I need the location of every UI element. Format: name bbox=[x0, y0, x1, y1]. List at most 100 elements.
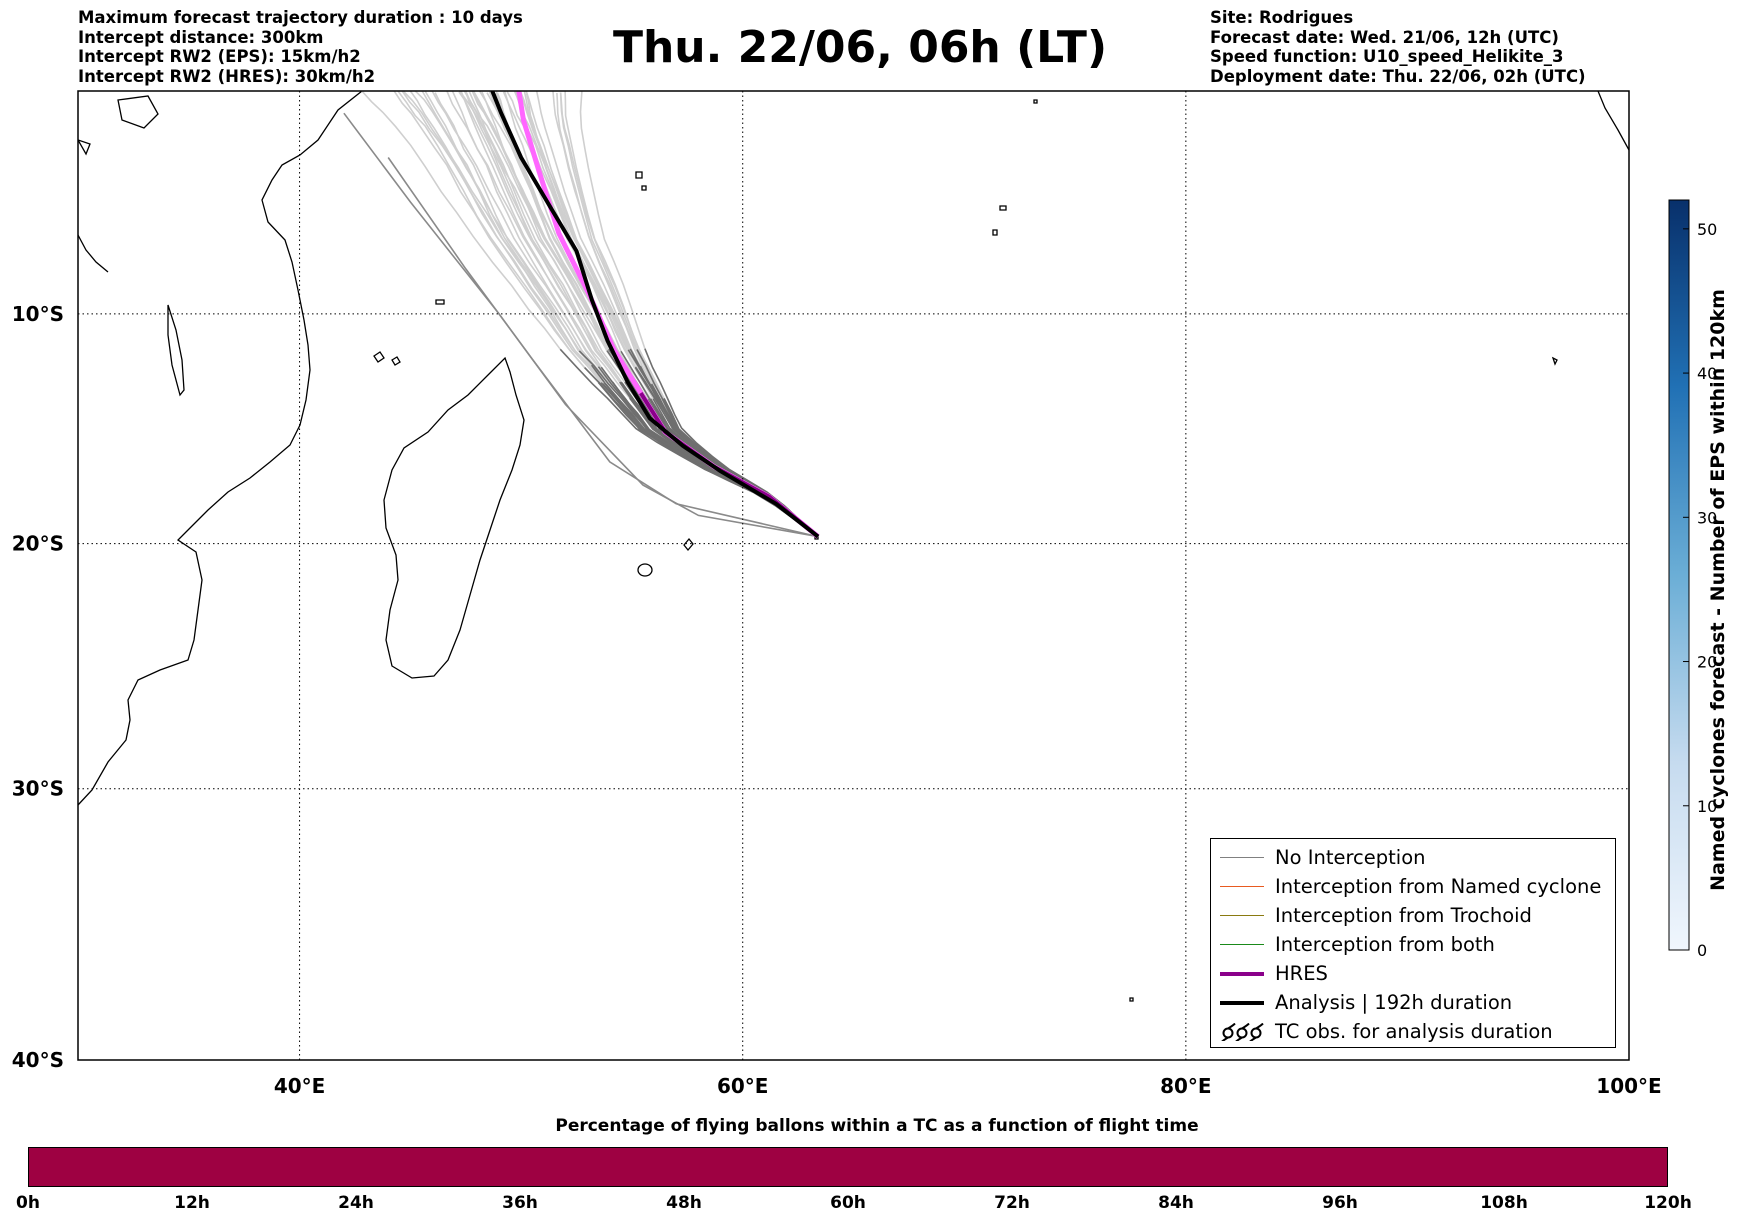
legend-swatch-no-interception bbox=[1220, 857, 1264, 858]
reunion-island bbox=[637, 563, 653, 577]
deployment-date-line: Deployment date: Thu. 22/06, 02h (UTC) bbox=[1210, 66, 1586, 86]
colorbar-tick-label: 10 bbox=[1697, 797, 1717, 816]
colorbar-title: Named cyclones forecast - Number of EPS … bbox=[1707, 289, 1729, 891]
colorbar-tick-label: 0 bbox=[1697, 941, 1707, 960]
percentage-bar-title: Percentage of flying ballons within a TC… bbox=[555, 1116, 1199, 1136]
horn-coastline bbox=[78, 234, 109, 273]
lake-malawi bbox=[167, 304, 185, 397]
colorbar-gradient bbox=[1668, 199, 1690, 951]
percentage-tick-label: 120h bbox=[1644, 1193, 1692, 1213]
comoros-island-1 bbox=[373, 351, 385, 363]
eps-trajectory bbox=[564, 91, 665, 400]
mauritius-island bbox=[683, 537, 694, 552]
x-tick-label: 60°E bbox=[717, 1074, 769, 1098]
eps-trajectory bbox=[525, 91, 640, 369]
legend-item-hres: HRES bbox=[1211, 959, 1615, 988]
speed-function-line: Speed function: U10_speed_Helikite_3 bbox=[1210, 47, 1564, 66]
lake-victoria bbox=[117, 95, 159, 129]
eps-trajectory bbox=[360, 91, 561, 350]
x-tick-label: 100°E bbox=[1596, 1074, 1661, 1098]
eps-trajectory bbox=[458, 91, 621, 383]
map-frame bbox=[77, 90, 1630, 1061]
madagascar-coastline bbox=[383, 356, 525, 679]
eps-trajectory bbox=[421, 91, 607, 385]
colorbar-tick-label: 20 bbox=[1697, 653, 1717, 672]
amsterdam-island bbox=[1129, 997, 1134, 1002]
africa-coastline bbox=[78, 91, 363, 806]
maldives-island bbox=[1033, 99, 1038, 104]
seychelles-island-3 bbox=[999, 205, 1007, 211]
eps-trajectory bbox=[465, 91, 622, 383]
legend-item-both: Interception from both bbox=[1211, 930, 1615, 959]
legend-swatch-trochoid bbox=[1220, 915, 1264, 916]
settings-line-rw2-eps: Intercept RW2 (EPS): 15km/h2 bbox=[78, 47, 361, 66]
colorbar-tick-label: 40 bbox=[1697, 364, 1717, 383]
eps-trajectories-late bbox=[360, 91, 665, 400]
legend-label: TC obs. for analysis duration bbox=[1275, 1020, 1553, 1043]
percentage-tick-label: 72h bbox=[994, 1193, 1030, 1213]
percentage-tick-label: 96h bbox=[1322, 1193, 1358, 1213]
percentage-tick-label: 24h bbox=[338, 1193, 374, 1213]
legend-swatch-named-cyclone bbox=[1220, 886, 1264, 887]
eps-trajectory bbox=[401, 91, 605, 384]
legend-label: Interception from Trochoid bbox=[1275, 904, 1532, 927]
legend-item-tc-obs: TC obs. for analysis duration bbox=[1211, 1017, 1615, 1046]
comoros-island-2 bbox=[391, 356, 401, 366]
y-tick-label: 20°S bbox=[12, 532, 64, 556]
eps-trajectory bbox=[579, 91, 646, 349]
eps-trajectory bbox=[559, 92, 638, 350]
eps-trajectory bbox=[472, 92, 622, 368]
legend-swatch-analysis bbox=[1220, 1000, 1264, 1005]
legend-label: HRES bbox=[1275, 962, 1328, 985]
legend-label: Interception from Named cyclone bbox=[1275, 875, 1602, 898]
eps-trajectory bbox=[468, 91, 624, 385]
x-tick-label: 40°E bbox=[274, 1074, 326, 1098]
aldabra-island bbox=[435, 299, 445, 305]
percentage-tick-label: 12h bbox=[174, 1193, 210, 1213]
site-info: Site: Rodrigues Forecast date: Wed. 21/0… bbox=[1210, 8, 1586, 86]
percentage-tick-label: 84h bbox=[1158, 1193, 1194, 1213]
eps-trajectory bbox=[393, 91, 599, 384]
analysis-track-group bbox=[490, 91, 820, 539]
coastlines bbox=[78, 91, 1629, 1002]
seychelles-island-4 bbox=[992, 229, 998, 236]
legend-label: No Interception bbox=[1275, 846, 1426, 869]
legend-swatch-hres bbox=[1220, 971, 1264, 976]
colorbar-tick-label: 50 bbox=[1697, 220, 1717, 239]
percentage-tick-label: 108h bbox=[1480, 1193, 1528, 1213]
percentage-tick-label: 0h bbox=[16, 1193, 40, 1213]
legend-label: Interception from both bbox=[1275, 933, 1495, 956]
legend-item-no-interception: No Interception bbox=[1211, 843, 1615, 872]
settings-line-duration: Maximum forecast trajectory duration : 1… bbox=[78, 8, 523, 27]
eps-trajectory-outlier bbox=[343, 112, 819, 538]
seychelles-island-1 bbox=[635, 171, 643, 179]
legend-swatch-both bbox=[1220, 944, 1264, 945]
settings-line-rw2-hres: Intercept RW2 (HRES): 30km/h2 bbox=[78, 66, 376, 86]
eps-trajectory bbox=[409, 91, 602, 384]
eps-trajectory bbox=[518, 91, 632, 350]
eps-trajectory bbox=[460, 91, 602, 368]
colorbar-ticks: 0 10 20 30 40 50 bbox=[1683, 220, 1717, 960]
eps-trajectory bbox=[471, 91, 610, 350]
site-line: Site: Rodrigues bbox=[1210, 8, 1354, 27]
percentage-tick-label: 60h bbox=[830, 1193, 866, 1213]
sumatra-coastline bbox=[1597, 91, 1629, 151]
eps-trajectory-outlier bbox=[387, 157, 819, 538]
page-title: Thu. 22/06, 06h (LT) bbox=[612, 22, 1108, 73]
map-legend: No Interception Interception from Named … bbox=[1210, 838, 1616, 1048]
eps-trajectory bbox=[478, 91, 652, 399]
map-axis-labels: 40°E 60°E 80°E 100°E 10°S 20°S 30°S 40°S bbox=[12, 302, 1662, 1098]
legend-label: Analysis | 192h duration bbox=[1275, 991, 1513, 1014]
eps-trajectory bbox=[535, 91, 642, 367]
x-tick-label: 80°E bbox=[1160, 1074, 1212, 1098]
y-tick-label: 30°S bbox=[12, 777, 64, 801]
percentage-tick-label: 36h bbox=[502, 1193, 538, 1213]
percentage-tick-label: 48h bbox=[666, 1193, 702, 1213]
percentage-bar bbox=[28, 1147, 1668, 1187]
chagos-island bbox=[1551, 356, 1558, 366]
colorbar-tick-label: 30 bbox=[1697, 508, 1717, 527]
forecast-settings: Maximum forecast trajectory duration : 1… bbox=[78, 8, 523, 86]
y-tick-label: 10°S bbox=[12, 302, 64, 326]
seychelles-island-2 bbox=[641, 185, 647, 191]
